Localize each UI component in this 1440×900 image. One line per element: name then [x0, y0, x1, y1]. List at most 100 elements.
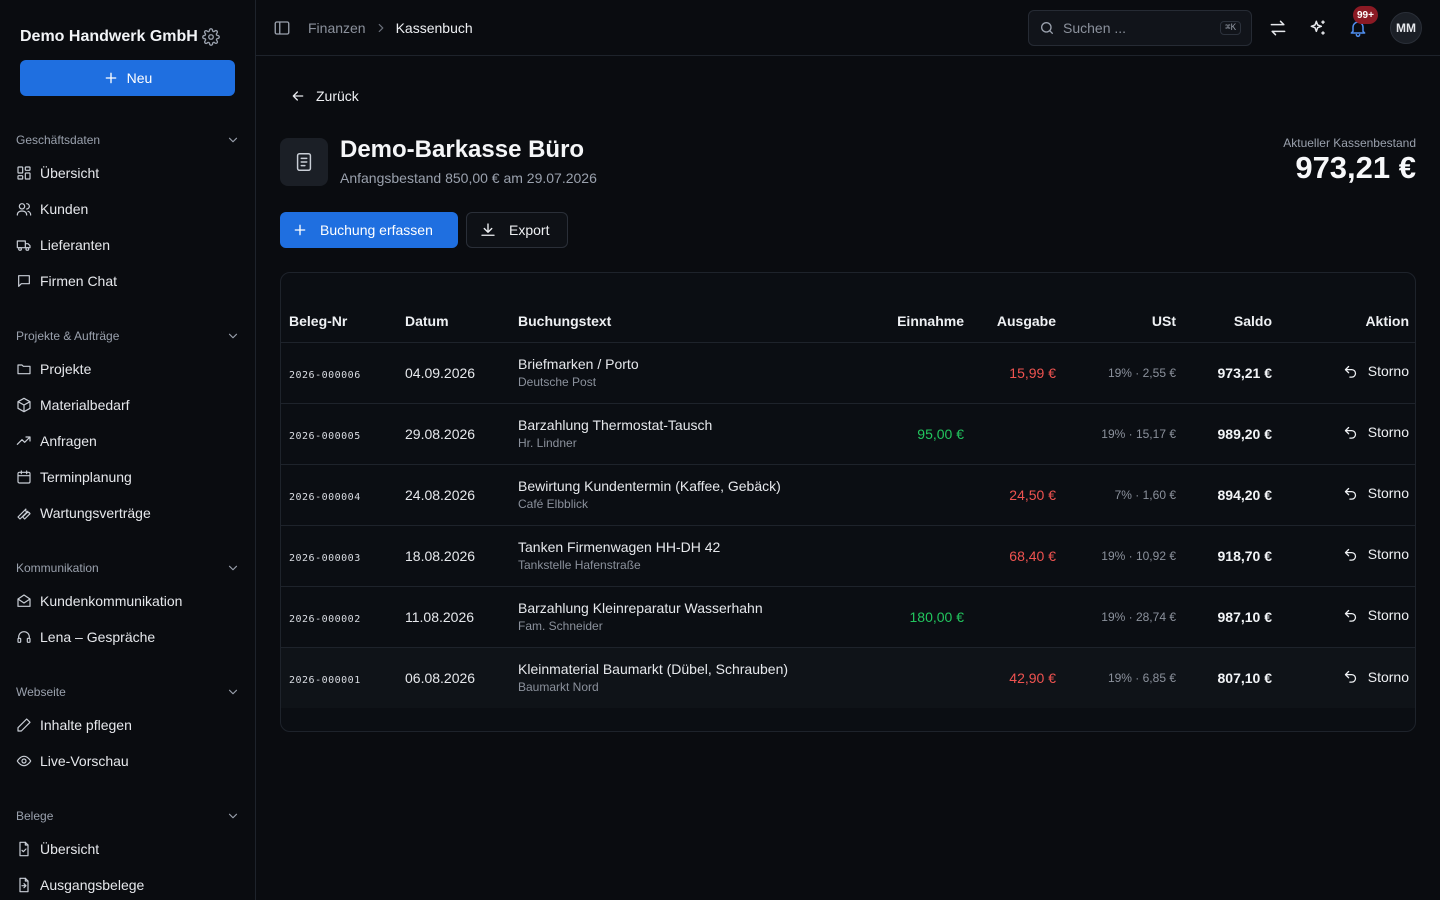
group-label: Geschäftsdaten — [16, 133, 101, 147]
storno-button[interactable]: Storno — [1343, 607, 1409, 623]
export-button[interactable]: Export — [466, 212, 568, 248]
header-datum[interactable]: Datum — [397, 301, 510, 343]
switch-icon[interactable] — [1268, 18, 1288, 38]
storno-button[interactable]: Storno — [1343, 424, 1409, 440]
doc-number: 2026-000003 — [289, 552, 361, 564]
sidebar-item-lieferanten[interactable]: Lieferanten — [16, 231, 240, 259]
sidebar-item-live-vorschau[interactable]: Live-Vorschau — [16, 747, 240, 775]
doc-number: 2026-000001 — [289, 674, 361, 686]
undo-icon — [1343, 608, 1358, 623]
breadcrumb: Finanzen Kassenbuch — [308, 18, 473, 38]
booking-party: Fam. Schneider — [518, 619, 603, 633]
sidebar-item-materialbedarf[interactable]: Materialbedarf — [16, 391, 240, 419]
plus-icon — [292, 222, 308, 238]
storno-button[interactable]: Storno — [1343, 363, 1409, 379]
group-webseite[interactable]: Webseite — [16, 682, 240, 702]
sidebar-item-terminplanung[interactable]: Terminplanung — [16, 463, 240, 491]
topbar: Finanzen Kassenbuch ⌘K 99+ MM — [256, 0, 1440, 56]
new-button-label: Neu — [126, 70, 153, 86]
booking-date: 11.08.2026 — [397, 586, 510, 648]
breadcrumb-finanzen[interactable]: Finanzen — [308, 20, 366, 36]
storno-button[interactable]: Storno — [1343, 669, 1409, 685]
search-box[interactable]: ⌘K — [1028, 10, 1252, 46]
table-row[interactable]: 2026-000006 04.09.2026 Briefmarken / Por… — [281, 342, 1415, 404]
income-value — [806, 647, 972, 708]
vat-value: 19% · 10,92 € — [1064, 525, 1184, 587]
sidebar-item-kunden[interactable]: Kunden — [16, 195, 240, 223]
expense-value — [972, 403, 1064, 465]
storno-label: Storno — [1367, 546, 1409, 563]
company-switcher[interactable]: Demo Handwerk GmbH — [20, 26, 220, 48]
cashbook-table: Beleg-Nr Datum Buchungstext Einnahme Aus… — [281, 301, 1415, 708]
header-beleg-nr[interactable]: Beleg-Nr — [281, 301, 397, 343]
booking-text: Barzahlung Kleinreparatur Wasserhahn — [518, 600, 763, 616]
undo-icon — [1343, 425, 1358, 440]
header-ust[interactable]: USt — [1064, 301, 1184, 343]
vat-value: 19% · 6,85 € — [1064, 647, 1184, 708]
saldo-value: 973,21 € — [1184, 342, 1280, 404]
header-buchungstext[interactable]: Buchungstext — [510, 301, 806, 343]
headset-icon — [16, 629, 32, 645]
sidebar-item-anfragen[interactable]: Anfragen — [16, 427, 240, 455]
users-icon — [16, 201, 32, 217]
file-check-icon — [16, 841, 32, 857]
sidebar-item-belege-uebersicht[interactable]: Übersicht — [16, 835, 240, 863]
doc-number: 2026-000005 — [289, 430, 361, 442]
file-out-icon — [16, 877, 32, 893]
table-row[interactable]: 2026-000005 29.08.2026 Barzahlung Thermo… — [281, 403, 1415, 465]
sidebar-toggle-icon[interactable] — [273, 19, 291, 37]
booking-party: Deutsche Post — [518, 375, 597, 389]
saldo-value: 807,10 € — [1184, 647, 1280, 708]
table-row[interactable]: 2026-000002 11.08.2026 Barzahlung Kleinr… — [281, 586, 1415, 648]
search-input[interactable] — [1063, 20, 1213, 36]
booking-party: Café Elbblick — [518, 497, 589, 511]
group-belege[interactable]: Belege — [16, 806, 240, 826]
storno-button[interactable]: Storno — [1343, 546, 1409, 562]
storno-label: Storno — [1367, 363, 1409, 380]
sparkles-icon[interactable] — [1308, 18, 1328, 38]
doc-number: 2026-000002 — [289, 613, 361, 625]
chevron-down-icon — [226, 133, 240, 147]
trending-icon — [16, 433, 32, 449]
header-saldo[interactable]: Saldo — [1184, 301, 1280, 343]
sidebar-item-inhalte-pflegen[interactable]: Inhalte pflegen — [16, 711, 240, 739]
sidebar-item-kundenkommunikation[interactable]: Kundenkommunikation — [16, 587, 240, 615]
header-ausgabe[interactable]: Ausgabe — [972, 301, 1064, 343]
saldo-value: 987,10 € — [1184, 586, 1280, 648]
cashbook-table-card: Beleg-Nr Datum Buchungstext Einnahme Aus… — [280, 272, 1416, 732]
back-link[interactable]: Zurück — [290, 86, 359, 106]
undo-icon — [1343, 669, 1358, 684]
vat-value: 7% · 1,60 € — [1064, 464, 1184, 526]
storno-label: Storno — [1367, 668, 1409, 685]
calendar-icon — [16, 469, 32, 485]
avatar[interactable]: MM — [1390, 12, 1422, 44]
undo-icon — [1343, 486, 1358, 501]
sidebar-item-lena-gespraeche[interactable]: Lena – Gespräche — [16, 623, 240, 651]
booking-party: Tankstelle Hafenstraße — [518, 558, 641, 572]
sidebar-item-ausgangsbelege[interactable]: Ausgangsbelege — [16, 871, 240, 899]
saldo-value: 894,20 € — [1184, 464, 1280, 526]
sidebar-item-label: Anfragen — [40, 433, 97, 449]
group-projekte-auftraege[interactable]: Projekte & Aufträge — [16, 326, 240, 346]
group-geschaeftsdaten[interactable]: Geschäftsdaten — [16, 130, 240, 150]
chevron-right-icon — [374, 21, 388, 35]
company-name: Demo Handwerk GmbH — [20, 28, 198, 45]
storno-button[interactable]: Storno — [1343, 485, 1409, 501]
sidebar-item-firmen-chat[interactable]: Firmen Chat — [16, 267, 240, 295]
sidebar-item-uebersicht[interactable]: Übersicht — [16, 159, 240, 187]
doc-number: 2026-000004 — [289, 491, 361, 503]
dashboard-icon — [16, 165, 32, 181]
table-row[interactable]: 2026-000003 18.08.2026 Tanken Firmenwage… — [281, 525, 1415, 587]
sidebar-item-projekte[interactable]: Projekte — [16, 355, 240, 383]
sidebar-item-wartungsvertraege[interactable]: Wartungsverträge — [16, 499, 240, 527]
table-row[interactable]: 2026-000001 06.08.2026 Kleinmaterial Bau… — [281, 647, 1415, 708]
gear-icon[interactable] — [202, 28, 220, 46]
sidebar-item-label: Ausgangsbelege — [40, 877, 145, 893]
new-button[interactable]: Neu — [20, 60, 235, 96]
group-label: Belege — [16, 809, 54, 823]
header-einnahme[interactable]: Einnahme — [806, 301, 972, 343]
table-row[interactable]: 2026-000004 24.08.2026 Bewirtung Kundent… — [281, 464, 1415, 526]
group-kommunikation[interactable]: Kommunikation — [16, 558, 240, 578]
sidebar-item-label: Lieferanten — [40, 237, 111, 253]
add-booking-button[interactable]: Buchung erfassen — [280, 212, 458, 248]
